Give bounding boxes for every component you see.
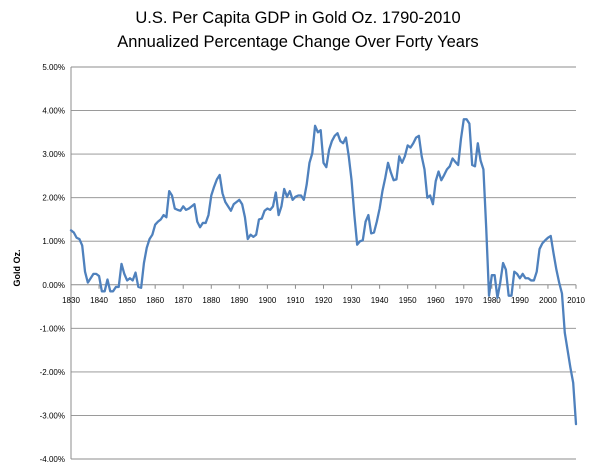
x-tick-label: 1990 — [511, 296, 529, 305]
chart-subtitle: Annualized Percentage Change Over Forty … — [117, 33, 479, 51]
x-tick-label: 1860 — [146, 296, 164, 305]
x-tick-label: 1980 — [483, 296, 501, 305]
y-axis-label: Gold Oz. — [12, 250, 22, 287]
x-tick-label: 1830 — [62, 296, 80, 305]
x-tick-label: 1900 — [258, 296, 276, 305]
y-tick-label: 1.00% — [42, 237, 65, 246]
x-tick-label: 1870 — [174, 296, 192, 305]
y-tick-label: 4.00% — [42, 107, 65, 116]
x-tick-label: 1890 — [230, 296, 248, 305]
y-tick-label: 0.00% — [42, 281, 65, 290]
x-tick-label: 1950 — [399, 296, 417, 305]
x-tick-label: 1910 — [287, 296, 305, 305]
y-tick-label: 5.00% — [42, 63, 65, 72]
x-tick-label: 2010 — [567, 296, 585, 305]
x-tick-label: 2000 — [539, 296, 557, 305]
x-tick-label: 1850 — [118, 296, 136, 305]
x-tick-label: 1970 — [455, 296, 473, 305]
chart-title: U.S. Per Capita GDP in Gold Oz. 1790-201… — [135, 9, 461, 27]
y-tick-label: -1.00% — [40, 324, 65, 333]
y-tick-label: 2.00% — [42, 194, 65, 203]
y-tick-label: -4.00% — [40, 455, 65, 464]
y-tick-label: 3.00% — [42, 150, 65, 159]
x-tick-label: 1960 — [427, 296, 445, 305]
x-tick-label: 1930 — [343, 296, 361, 305]
x-tick-label: 1940 — [371, 296, 389, 305]
y-tick-label: -3.00% — [40, 411, 65, 420]
y-tick-label: -2.00% — [40, 368, 65, 377]
series-line — [69, 118, 578, 426]
x-tick-label: 1840 — [90, 296, 108, 305]
x-tick-label: 1920 — [315, 296, 333, 305]
x-tick-label: 1880 — [202, 296, 220, 305]
